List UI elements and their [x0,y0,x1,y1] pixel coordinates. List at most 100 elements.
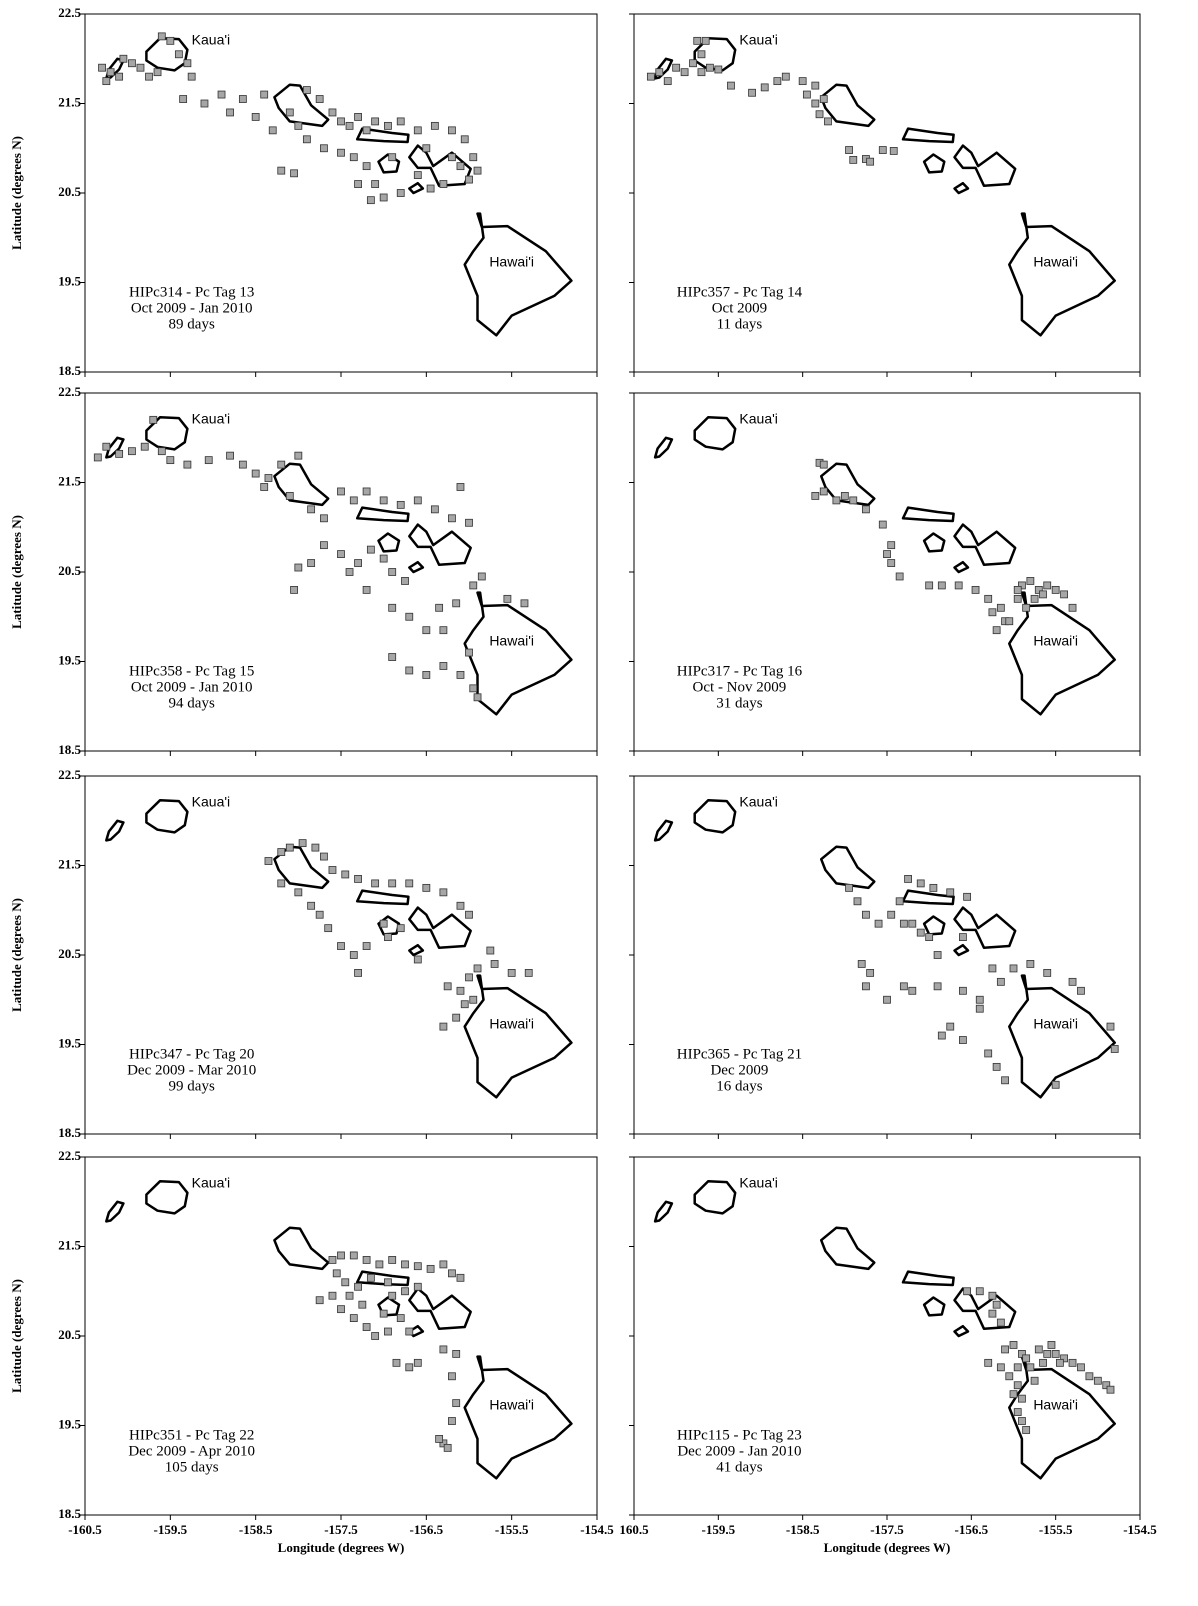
panel-annotation: HIPc351 - Pc Tag 22 [129,1428,254,1444]
panel-annotation: 41 days [716,1460,762,1476]
location-point [465,910,473,919]
location-point [204,456,213,465]
location-point [819,460,828,469]
location-point [853,897,862,906]
location-point [371,1332,380,1340]
location-point [798,77,807,86]
location-point [379,193,388,202]
location-point [811,81,820,90]
location-point [887,910,896,919]
island-outline [819,83,876,128]
location-point [1013,586,1022,594]
location-point [337,487,345,496]
location-point [439,1345,448,1354]
location-point [460,1000,469,1009]
location-point [430,121,439,130]
location-point [465,175,473,184]
location-point [128,59,136,68]
location-point [1055,1358,1064,1367]
location-point [439,180,448,188]
location-point [320,514,328,523]
location-point [405,612,414,621]
y-tick-label: 22.5 [58,767,81,782]
location-point [1034,1345,1043,1354]
island-outline [922,915,946,936]
location-point [439,1439,448,1448]
location-point [452,599,461,608]
panel-annotation: 16 days [716,1079,762,1095]
location-point [811,99,820,108]
panel-annotation: Dec 2009 - Apr 2010 [128,1444,255,1460]
location-point [354,113,362,121]
location-point [840,492,849,500]
location-point [1018,1350,1026,1358]
location-point [1009,1341,1018,1349]
location-point [975,995,984,1004]
island-outline [463,591,573,716]
location-point [320,541,328,550]
x-tick-label: -154.5 [580,1522,614,1537]
location-point [362,1256,371,1264]
island-outline [901,506,955,523]
location-point [345,568,354,576]
location-point [413,126,422,135]
location-point [1026,960,1035,968]
location-point [226,451,234,460]
location-point [315,95,324,103]
location-point [1060,1354,1068,1363]
location-point [396,1314,405,1322]
location-point [405,666,414,675]
island-outline [1008,974,1116,1099]
location-point [349,1251,358,1260]
location-point [760,83,769,92]
island-label: Hawai'i [1033,1016,1078,1032]
location-point [384,1278,392,1287]
location-point [706,63,714,72]
location-point [815,110,824,119]
location-point [157,32,166,41]
island-outline [408,1287,472,1331]
location-point [1013,594,1022,603]
location-point [277,460,286,469]
location-point [238,95,247,103]
location-point [183,460,192,469]
location-point [1106,1385,1115,1394]
location-point [469,684,478,693]
location-point [862,910,870,919]
location-point [1039,1358,1047,1367]
panel-annotation: Dec 2009 - Mar 2010 [127,1063,256,1079]
location-point [899,919,908,928]
location-point [1068,1358,1077,1367]
location-point [680,68,689,77]
location-point [975,1004,984,1013]
location-point [1085,1372,1094,1381]
y-tick-label: 20.5 [58,1327,81,1342]
island-outline [105,819,125,842]
island-outline [145,415,189,451]
location-point [405,1363,414,1372]
location-point [315,910,324,919]
y-tick-label: 19.5 [58,1035,81,1050]
island-outline [355,889,410,906]
location-point [925,933,934,941]
island-outline [819,845,876,890]
location-point [443,1443,452,1452]
x-tick-label: -156.5 [410,1522,444,1537]
location-point [971,586,980,594]
location-point [460,135,469,144]
location-point [452,1399,461,1408]
location-point [916,928,925,937]
location-point [988,1291,997,1300]
location-point [251,469,260,478]
location-point [988,964,997,973]
island-outline [463,1355,573,1480]
location-point [337,942,345,950]
location-point [362,487,371,496]
location-point [320,852,328,861]
location-point [1060,590,1068,599]
island-outline [408,523,472,567]
location-point [1026,1363,1035,1372]
location-point [388,153,397,162]
location-point [379,554,388,563]
